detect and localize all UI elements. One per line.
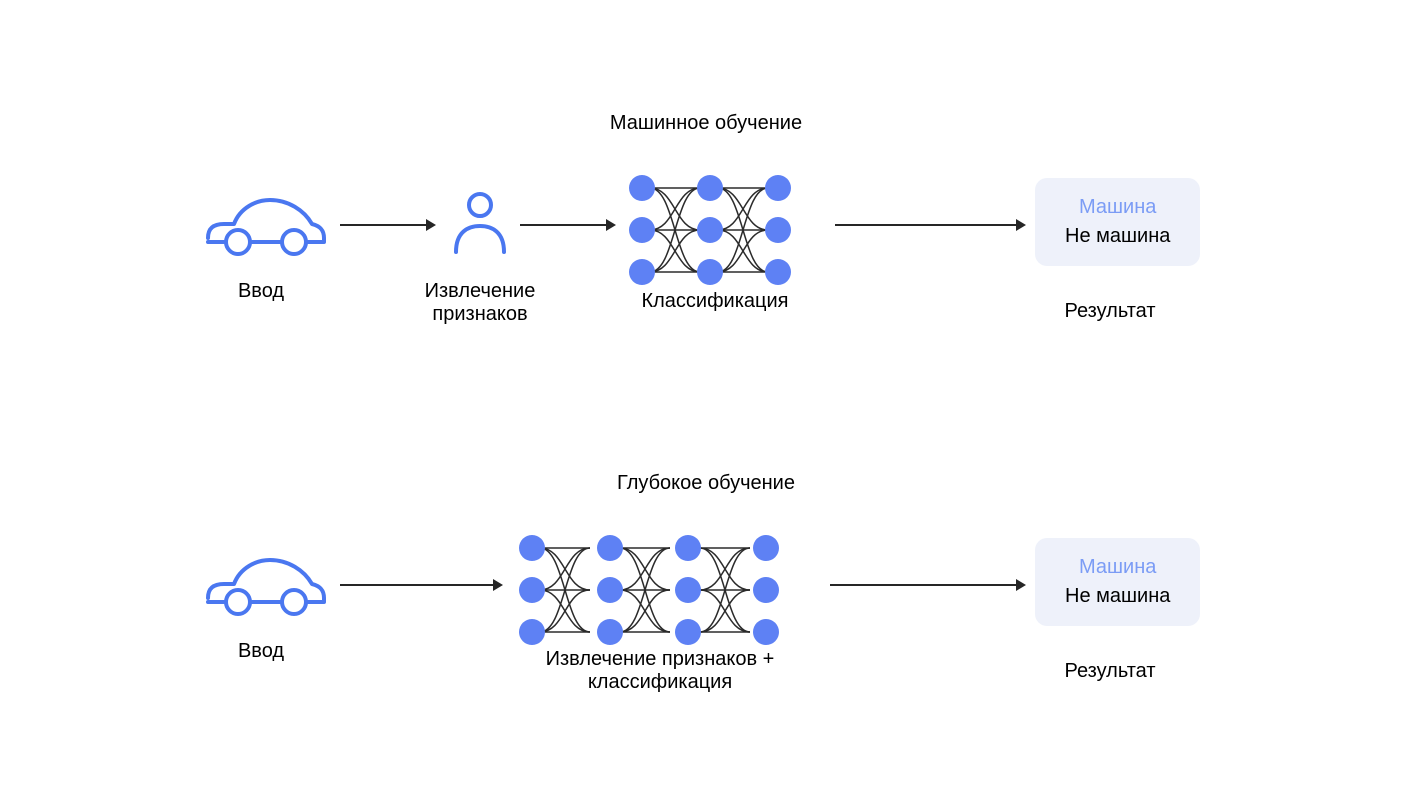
neural-net-icon [510, 530, 820, 650]
ml-result-label: Результат [1040, 300, 1180, 323]
dl-title: Глубокое обучение [556, 472, 856, 495]
ml-result-positive: Машина [1065, 196, 1170, 219]
dl-combined-label: Извлечение признаков + классификация [500, 648, 820, 694]
dl-result-box: Машина Не машина [1035, 538, 1200, 626]
arrow-icon [830, 576, 1028, 594]
ml-title: Машинное обучение [556, 112, 856, 135]
ml-features-label: Извлечение признаков [380, 280, 580, 326]
ml-result-negative: Не машина [1065, 225, 1170, 248]
ml-result-box: Машина Не машина [1035, 178, 1200, 266]
ml-classify-label: Классификация [610, 290, 820, 313]
car-icon [200, 550, 330, 620]
dl-result-positive: Машина [1065, 556, 1170, 579]
dl-result-negative: Не машина [1065, 585, 1170, 608]
dl-input-label: Ввод [201, 640, 321, 663]
arrow-icon [340, 216, 438, 234]
person-icon [450, 190, 510, 260]
car-icon [200, 190, 330, 260]
arrow-icon [835, 216, 1028, 234]
dl-result-label: Результат [1040, 660, 1180, 683]
ml-input-label: Ввод [201, 280, 321, 303]
arrow-icon [520, 216, 618, 234]
neural-net-icon [620, 170, 830, 290]
arrow-icon [340, 576, 505, 594]
